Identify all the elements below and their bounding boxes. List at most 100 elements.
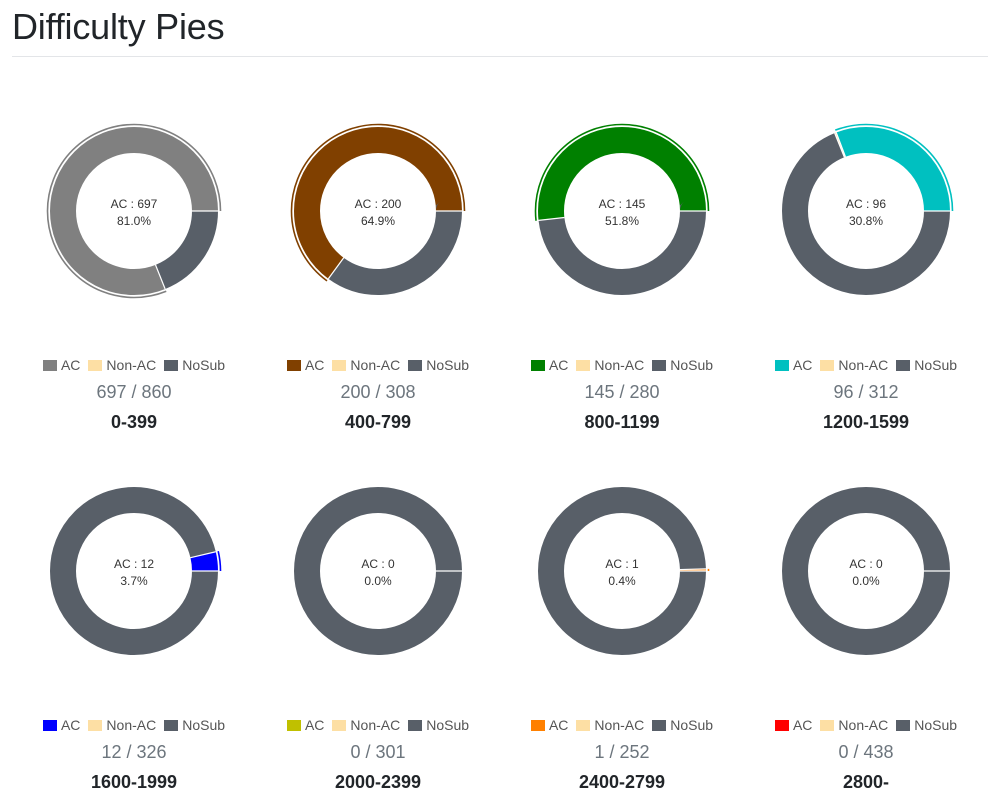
legend-item-nonac[interactable]: Non-AC bbox=[332, 357, 400, 373]
solved-ratio: 12 / 326 bbox=[101, 742, 167, 762]
legend-swatch bbox=[164, 359, 179, 371]
difficulty-pie-800-1199: AC : 145 51.8% AC Non-AC NoSub 145 / 280 800-1… bbox=[500, 75, 744, 435]
solved-ratio: 697 / 860 bbox=[96, 382, 172, 402]
legend-swatch bbox=[286, 359, 301, 371]
legend-label: NoSub bbox=[914, 357, 958, 373]
difficulty-pie-2000-2399: AC : 0 0.0% AC Non-AC NoSub 0 / 301 2000-2399 bbox=[256, 435, 500, 795]
legend-swatch bbox=[774, 719, 789, 731]
pie-ac-count: AC : 200 bbox=[355, 197, 402, 211]
legend-swatch bbox=[42, 719, 57, 731]
legend-item-nosub[interactable]: NoSub bbox=[652, 357, 713, 373]
pie-legend: AC Non-AC NoSub bbox=[500, 717, 744, 733]
legend-item-ac[interactable]: AC bbox=[774, 357, 813, 373]
legend-item-nosub[interactable]: NoSub bbox=[164, 357, 225, 373]
pie-ac-percent: 0.0% bbox=[364, 574, 392, 588]
legend-swatch bbox=[286, 719, 301, 731]
legend-swatch bbox=[896, 359, 911, 371]
difficulty-pie-1600-1999: AC : 12 3.7% AC Non-AC NoSub 12 / 326 1600-199… bbox=[12, 435, 256, 795]
pie-ac-count: AC : 145 bbox=[599, 197, 646, 211]
slice-separator bbox=[538, 216, 565, 222]
legend-label: NoSub bbox=[914, 717, 958, 733]
pie-chart: AC : 96 30.8% bbox=[778, 123, 954, 299]
pie-ac-count: AC : 697 bbox=[111, 197, 158, 211]
legend-swatch bbox=[652, 719, 667, 731]
legend-item-nosub[interactable]: NoSub bbox=[164, 717, 225, 733]
slice-separator bbox=[154, 264, 166, 290]
legend-swatch bbox=[774, 359, 789, 371]
legend-label: Non-AC bbox=[350, 717, 401, 733]
legend-label: NoSub bbox=[182, 357, 226, 373]
pie-legend: AC Non-AC NoSub bbox=[12, 717, 256, 733]
legend-label: AC bbox=[548, 717, 569, 733]
legend-item-nonac[interactable]: Non-AC bbox=[576, 357, 644, 373]
pie-legend: AC Non-AC NoSub bbox=[744, 717, 988, 733]
title-divider bbox=[12, 56, 988, 57]
legend-item-nonac[interactable]: Non-AC bbox=[88, 717, 156, 733]
legend-item-ac[interactable]: AC bbox=[286, 357, 324, 373]
pie-chart: AC : 1 0.4% bbox=[534, 483, 710, 659]
legend-item-nosub[interactable]: NoSub bbox=[896, 717, 957, 733]
legend-label: NoSub bbox=[182, 717, 226, 733]
legend-item-nosub[interactable]: NoSub bbox=[408, 357, 469, 373]
pie-ac-percent: 30.8% bbox=[849, 214, 883, 228]
difficulty-range-label: 2400-2799 bbox=[578, 772, 666, 792]
legend-item-ac[interactable]: AC bbox=[42, 357, 81, 373]
legend-swatch bbox=[652, 359, 667, 371]
pie-slice-ac-highlight bbox=[778, 123, 954, 299]
pie-legend: AC Non-AC NoSub bbox=[12, 357, 256, 373]
legend-item-ac[interactable]: AC bbox=[286, 717, 325, 733]
legend-item-nosub[interactable]: NoSub bbox=[408, 717, 469, 733]
legend-swatch bbox=[576, 719, 591, 731]
solved-ratio: 96 / 312 bbox=[833, 382, 899, 402]
legend-swatch bbox=[332, 359, 347, 371]
pie-ac-percent: 0.0% bbox=[852, 574, 880, 588]
legend-item-nonac[interactable]: Non-AC bbox=[820, 357, 888, 373]
legend-label: AC bbox=[792, 357, 813, 373]
pie-chart: AC : 0 0.0% bbox=[782, 487, 950, 655]
legend-label: Non-AC bbox=[594, 357, 645, 373]
pie-slice-ac-highlight bbox=[290, 123, 466, 299]
pie-slice-ac-highlight bbox=[46, 123, 222, 299]
legend-swatch bbox=[164, 719, 179, 731]
legend-item-nonac[interactable]: Non-AC bbox=[820, 717, 888, 733]
pie-ac-count: AC : 0 bbox=[361, 557, 395, 571]
legend-item-nosub[interactable]: NoSub bbox=[652, 717, 713, 733]
legend-item-ac[interactable]: AC bbox=[774, 717, 812, 733]
legend-item-nosub[interactable]: NoSub bbox=[896, 357, 957, 373]
pie-ac-count: AC : 1 bbox=[605, 557, 639, 571]
legend-label: AC bbox=[548, 357, 569, 373]
pie-slice-ac-highlight bbox=[46, 483, 222, 659]
legend-item-ac[interactable]: AC bbox=[42, 717, 80, 733]
legend-swatch bbox=[42, 359, 57, 371]
legend-label: Non-AC bbox=[106, 357, 157, 373]
legend-swatch bbox=[820, 719, 835, 731]
slice-separator bbox=[835, 132, 846, 157]
pie-legend: AC Non-AC NoSub bbox=[500, 357, 744, 373]
legend-swatch bbox=[408, 719, 423, 731]
difficulty-range-label: 1200-1599 bbox=[822, 412, 910, 432]
legend-item-nonac[interactable]: Non-AC bbox=[576, 717, 644, 733]
legend-item-ac[interactable]: AC bbox=[530, 357, 569, 373]
legend-swatch bbox=[88, 359, 103, 371]
pie-chart: AC : 0 0.0% bbox=[294, 487, 462, 655]
difficulty-range-label: 2800- bbox=[842, 772, 890, 792]
pie-ac-count: AC : 0 bbox=[849, 557, 883, 571]
legend-item-nonac[interactable]: Non-AC bbox=[332, 717, 400, 733]
legend-label: AC bbox=[304, 717, 325, 733]
legend-item-ac[interactable]: AC bbox=[530, 717, 569, 733]
pie-legend: AC Non-AC NoSub bbox=[256, 357, 500, 373]
slice-separator bbox=[679, 568, 706, 571]
legend-label: Non-AC bbox=[594, 717, 645, 733]
difficulty-pie-2400-2799: AC : 1 0.4% AC Non-AC NoSub 1 / 252 2400-2799 bbox=[500, 435, 744, 795]
solved-ratio: 200 / 308 bbox=[340, 382, 416, 402]
legend-label: AC bbox=[60, 357, 81, 373]
legend-item-nonac[interactable]: Non-AC bbox=[88, 357, 156, 373]
pie-ac-percent: 64.9% bbox=[361, 214, 395, 228]
legend-label: Non-AC bbox=[838, 717, 889, 733]
slice-separator bbox=[327, 257, 345, 280]
pie-ac-count: AC : 96 bbox=[846, 197, 886, 211]
pie-ac-percent: 51.8% bbox=[605, 214, 639, 228]
legend-label: Non-AC bbox=[838, 357, 889, 373]
solved-ratio: 0 / 438 bbox=[838, 742, 894, 762]
difficulty-range-label: 1600-1999 bbox=[90, 772, 178, 792]
